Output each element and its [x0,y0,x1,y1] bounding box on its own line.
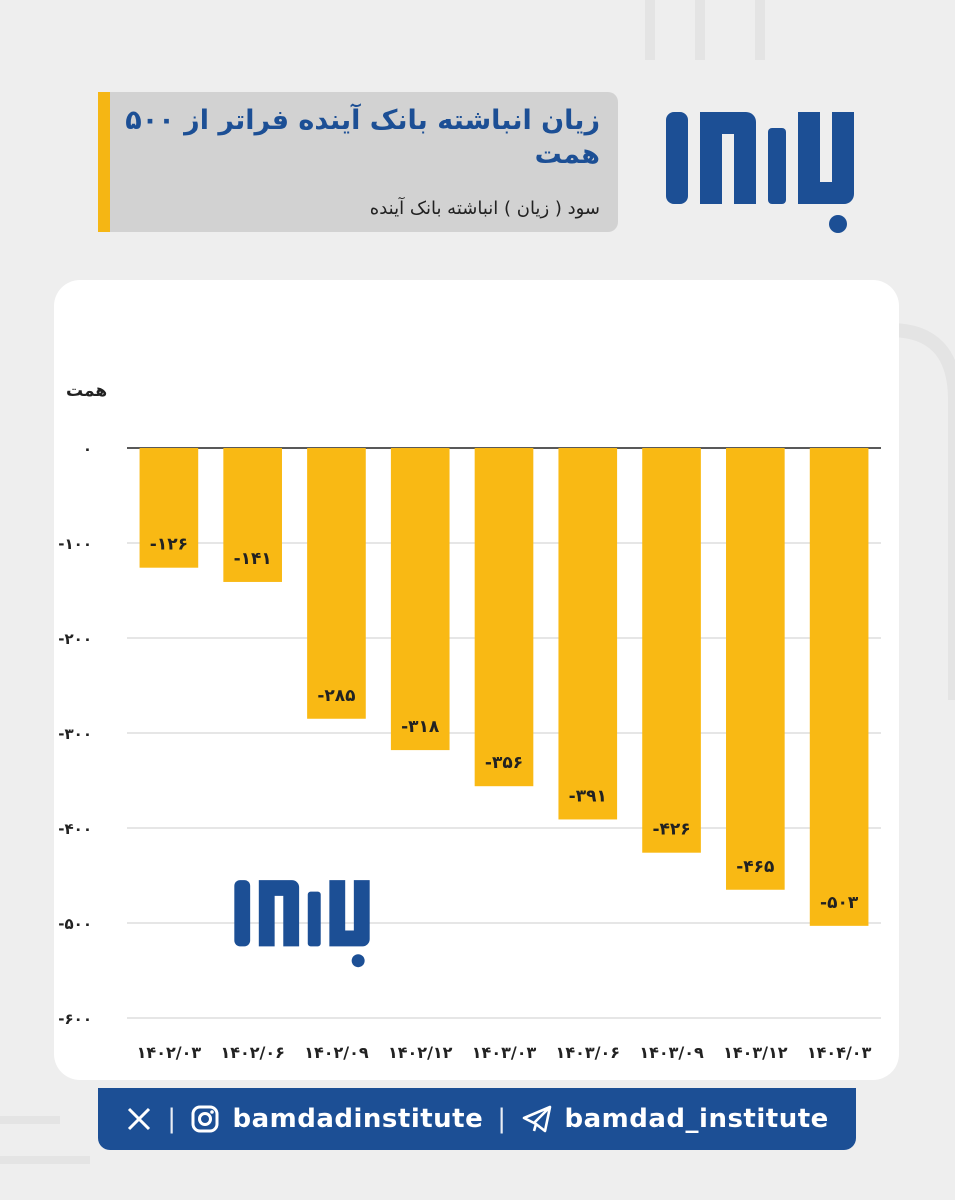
data-label: -۳۵۶ [485,753,523,773]
instagram-icon[interactable] [190,1104,220,1134]
x-tick-label: ۱۴۰۲/۰۶ [220,1043,284,1062]
data-label: -۴۲۶ [652,820,690,840]
x-twitter-icon[interactable] [125,1105,153,1133]
bar [390,448,450,751]
x-tick-label: ۱۴۰۲/۱۲ [388,1043,453,1062]
x-tick-label: ۱۴۰۲/۰۹ [304,1043,369,1062]
data-label: -۱۴۱ [234,549,272,569]
bar-chart: همت ۰ -۱۰۰ -۲۰۰ -۳۰۰ -۴۰۰ -۵۰۰ -۶۰۰ -۱۲۶ ۱۴۰۲/۰۳ -… [58,381,881,1062]
data-label: -۱۲۶ [150,535,188,555]
bar [809,448,869,926]
instagram-handle[interactable]: bamdadinstitute [232,1104,484,1134]
bar [642,448,701,853]
data-label: -۲۸۵ [317,686,355,706]
separator: | [167,1104,177,1134]
x-tick-label: ۱۴۰۲/۰۳ [137,1043,202,1062]
y-tick-label: -۶۰۰ [58,1010,92,1028]
bar [474,448,534,787]
bar [307,448,366,719]
y-tick-label: -۵۰۰ [58,915,92,933]
x-tick-label: ۱۴۰۳/۰۳ [472,1043,537,1062]
data-label: -۳۹۱ [569,786,607,806]
y-tick-label: -۲۰۰ [58,630,92,648]
telegram-handle[interactable]: bamdad_institute [564,1104,829,1134]
social-footer: | bamdadinstitute | bamdad_institute [98,1088,856,1150]
data-label: -۳۱۸ [401,717,440,737]
x-tick-label: ۱۴۰۴/۰۳ [807,1043,872,1062]
chart-title: زیان انباشته بانک آینده فراتر از ۵۰۰ همت [125,105,600,170]
y-tick-label: ۰ [83,440,92,458]
bamdad-logo-icon [666,112,854,233]
bar [726,448,785,890]
title-accent-bar [98,92,110,232]
bar [223,448,282,582]
y-axis-label: همت [66,381,107,401]
bar [139,448,199,568]
y-tick-label: -۴۰۰ [58,820,92,838]
bar [558,448,618,820]
telegram-icon[interactable] [521,1104,553,1134]
bamdad-watermark-icon [234,880,370,968]
data-label: -۵۰۳ [820,893,859,913]
x-tick-label: ۱۴۰۳/۰۹ [639,1043,704,1062]
title-box: زیان انباشته بانک آینده فراتر از ۵۰۰ همت… [98,92,618,232]
chart-subtitle: سود ( زیان ) انباشته بانک آینده [369,198,600,219]
y-tick-label: -۱۰۰ [58,535,92,553]
chart-card: همت ۰ -۱۰۰ -۲۰۰ -۳۰۰ -۴۰۰ -۵۰۰ -۶۰۰ -۱۲۶ ۱۴۰۲/۰۳ -… [54,280,899,1080]
separator: | [497,1104,507,1134]
data-label: -۴۶۵ [736,857,774,877]
y-tick-label: -۳۰۰ [58,725,92,743]
x-tick-label: ۱۴۰۳/۱۲ [723,1043,788,1062]
x-tick-label: ۱۴۰۳/۰۶ [556,1043,620,1062]
